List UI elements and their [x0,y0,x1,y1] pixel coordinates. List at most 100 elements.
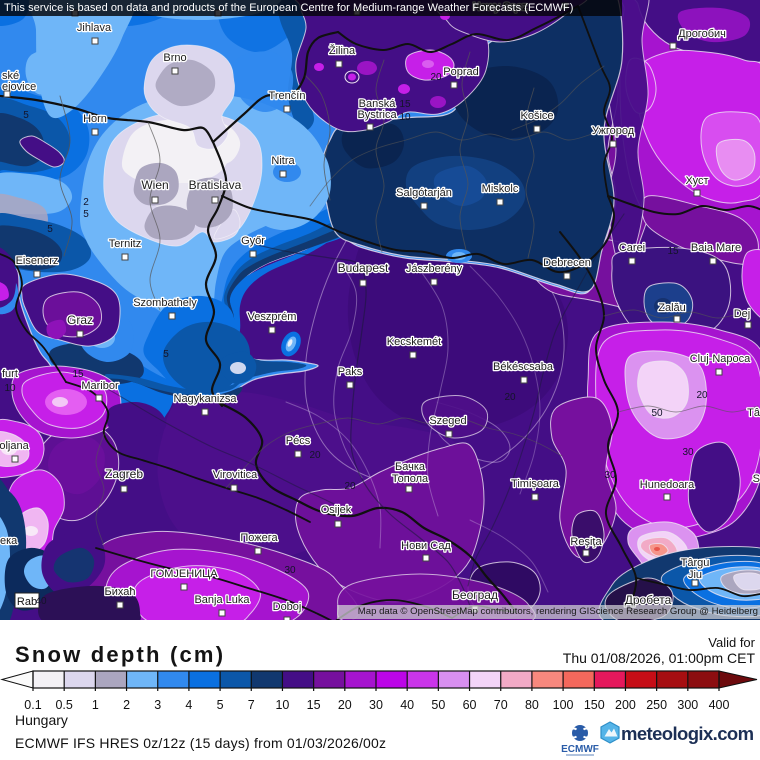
svg-text:Ужгород: Ужгород [592,125,635,137]
svg-text:40: 40 [35,596,47,607]
svg-text:Banja Luka: Banja Luka [194,594,250,606]
svg-text:70: 70 [494,698,508,712]
svg-text:Doboj: Doboj [273,601,302,613]
svg-text:Košice: Košice [520,110,553,122]
svg-text:oljana: oljana [0,440,30,452]
svg-text:ека: ека [0,535,18,547]
svg-text:Пожега: Пожега [240,532,278,544]
svg-text:Jászberény: Jászberény [406,263,463,275]
svg-text:300: 300 [677,698,698,712]
svg-text:meteologix.com: meteologix.com [621,723,754,744]
svg-text:Paks: Paks [338,366,363,378]
svg-text:Нови Сад: Нови Сад [401,540,451,552]
svg-text:30: 30 [369,698,383,712]
svg-text:Szombathely: Szombathely [133,297,197,309]
svg-text:80: 80 [525,698,539,712]
svg-text:10: 10 [275,698,289,712]
svg-text:5: 5 [217,698,224,712]
svg-text:Debrecen: Debrecen [543,257,591,269]
svg-text:20: 20 [309,450,321,461]
svg-text:30: 30 [284,565,296,576]
svg-text:15: 15 [667,246,679,257]
svg-text:Salgótarján: Salgótarján [396,187,452,199]
svg-text:7: 7 [248,698,255,712]
svg-text:Győr: Győr [241,235,265,247]
svg-text:Veszprém: Veszprém [248,311,297,323]
svg-text:30: 30 [682,447,694,458]
svg-text:Maribor: Maribor [81,380,119,392]
svg-text:Timișoara: Timișoara [511,478,560,490]
svg-text:Ternitz: Ternitz [109,238,141,250]
svg-text:Târgu: Târgu [681,557,710,569]
svg-text:Београд: Београд [452,588,498,602]
svg-text:Zalău: Zalău [658,302,686,314]
svg-text:400: 400 [709,698,730,712]
svg-text:Дробета: Дробета [625,593,672,607]
svg-text:Jiu: Jiu [688,569,702,581]
svg-text:Osijek: Osijek [321,504,352,516]
svg-text:Szeged: Szeged [429,415,466,427]
svg-text:20: 20 [344,481,356,492]
svg-text:Jihlava: Jihlava [77,22,112,34]
svg-text:250: 250 [646,698,667,712]
svg-text:Rab: Rab [17,596,37,608]
svg-text:1: 1 [92,698,99,712]
svg-text:Hunedoara: Hunedoara [640,479,695,491]
svg-text:Zagreb: Zagreb [105,467,143,481]
svg-text:0.1: 0.1 [24,698,41,712]
svg-text:Cluj-Napoca: Cluj-Napoca [690,353,751,365]
svg-text:20: 20 [504,392,516,403]
svg-text:Дрогобич: Дрогобич [678,28,726,40]
svg-text:Žilina: Žilina [329,44,356,57]
svg-text:50: 50 [431,698,445,712]
svg-text:20: 20 [338,698,352,712]
svg-text:40: 40 [400,698,414,712]
svg-text:Virovitica: Virovitica [213,469,258,481]
svg-text:Graz: Graz [67,313,93,327]
svg-text:20: 20 [696,390,708,401]
svg-text:Топола: Топола [392,473,429,485]
svg-text:furt: furt [2,368,18,380]
svg-text:200: 200 [615,698,636,712]
svg-text:Békéscsaba: Békéscsaba [493,361,554,373]
svg-text:2: 2 [83,197,89,208]
svg-text:Nagykanizsa: Nagykanizsa [174,393,238,405]
svg-text:ECMWF: ECMWF [561,744,599,755]
svg-text:10: 10 [399,112,411,123]
svg-text:Reşiţa: Reşiţa [570,536,602,548]
svg-text:Хуст: Хуст [685,175,708,187]
svg-text:20: 20 [430,72,442,83]
svg-text:Horn: Horn [83,113,107,125]
svg-text:150: 150 [584,698,605,712]
svg-text:Bratislava: Bratislava [189,178,242,192]
svg-text:5: 5 [47,224,53,235]
svg-text:60: 60 [463,698,477,712]
svg-text:Baia Mare: Baia Mare [691,242,741,254]
svg-text:0.5: 0.5 [55,698,72,712]
svg-text:Eisenerz: Eisenerz [16,255,59,267]
svg-text:5: 5 [23,110,29,121]
svg-text:2: 2 [123,698,130,712]
svg-text:Pécs: Pécs [286,435,311,447]
svg-text:Бачка: Бачка [395,461,426,473]
svg-text:Dej: Dej [734,308,751,320]
svg-text:Banská: Banská [359,98,397,110]
svg-text:4: 4 [185,698,192,712]
svg-text:10: 10 [4,383,16,394]
svg-text:Tâ: Tâ [747,407,760,419]
svg-text:5: 5 [83,209,89,220]
svg-text:3: 3 [154,698,161,712]
svg-text:Bystrica: Bystrica [357,109,397,121]
svg-text:Wien: Wien [141,178,168,192]
svg-text:S: S [753,473,760,485]
svg-text:15: 15 [399,99,411,110]
svg-text:ГОМЈЕНИЦА: ГОМЈЕНИЦА [150,568,218,580]
svg-text:Бихаћ: Бихаћ [105,586,136,598]
svg-text:ské: ské [2,70,19,82]
svg-text:Budapest: Budapest [338,261,389,275]
svg-text:15: 15 [72,369,84,380]
svg-text:Trenčín: Trenčín [269,90,306,102]
svg-text:Poprad: Poprad [443,66,478,78]
svg-text:Kecskemét: Kecskemét [387,336,441,348]
svg-text:Carei: Carei [619,242,645,254]
